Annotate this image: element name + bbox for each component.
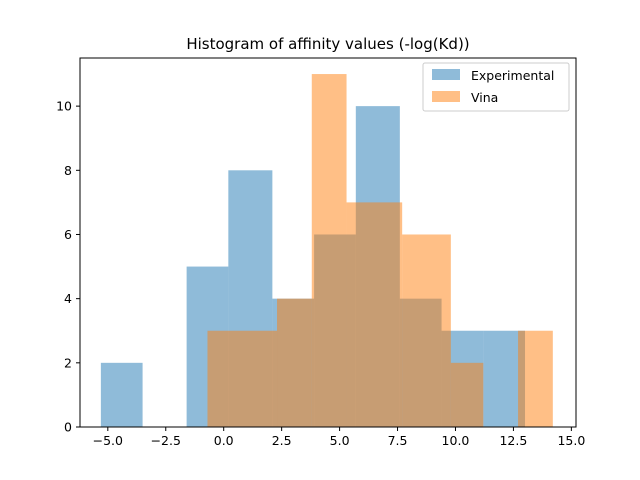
bars-layer xyxy=(100,74,553,427)
chart-title: Histogram of affinity values (-log(Kd)) xyxy=(186,35,469,53)
y-tick-label: 2 xyxy=(64,355,72,370)
x-tick-label: 7.5 xyxy=(388,433,408,448)
legend-swatch-experimental xyxy=(432,69,460,80)
bar-experimental-0 xyxy=(100,362,143,427)
x-tick-label: 10.0 xyxy=(442,433,470,448)
y-tick-label: 6 xyxy=(64,227,72,242)
bar-vina-1 xyxy=(277,298,312,427)
y-tick-label: 8 xyxy=(64,163,72,178)
x-tick-label: 0.0 xyxy=(214,433,234,448)
bar-vina-7 xyxy=(518,330,553,427)
x-tick-label: −5.0 xyxy=(93,433,123,448)
y-tick-label: 0 xyxy=(64,420,72,435)
legend-label-experimental: Experimental xyxy=(471,68,554,83)
y-axis: 0 2 4 6 8 10 xyxy=(56,99,80,435)
x-axis: −5.0 −2.5 0.0 2.5 5.0 7.5 10.0 12.5 15.0 xyxy=(93,427,585,448)
bar-vina-0 xyxy=(207,330,278,427)
bar-vina-5 xyxy=(450,362,484,427)
legend: Experimental Vina xyxy=(422,62,570,112)
x-tick-label: 15.0 xyxy=(557,433,585,448)
x-tick-label: −2.5 xyxy=(151,433,181,448)
legend-label-vina: Vina xyxy=(471,90,498,105)
x-tick-label: 5.0 xyxy=(330,433,350,448)
bar-vina-4 xyxy=(402,234,451,427)
y-tick-label: 4 xyxy=(64,291,72,306)
x-tick-label: 12.5 xyxy=(499,433,527,448)
axes-frame xyxy=(79,57,577,428)
y-tick-label: 10 xyxy=(56,99,72,114)
bar-vina-3 xyxy=(346,202,403,427)
x-tick-label: 2.5 xyxy=(272,433,292,448)
bar-vina-2 xyxy=(311,74,347,427)
legend-swatch-vina xyxy=(432,91,460,102)
